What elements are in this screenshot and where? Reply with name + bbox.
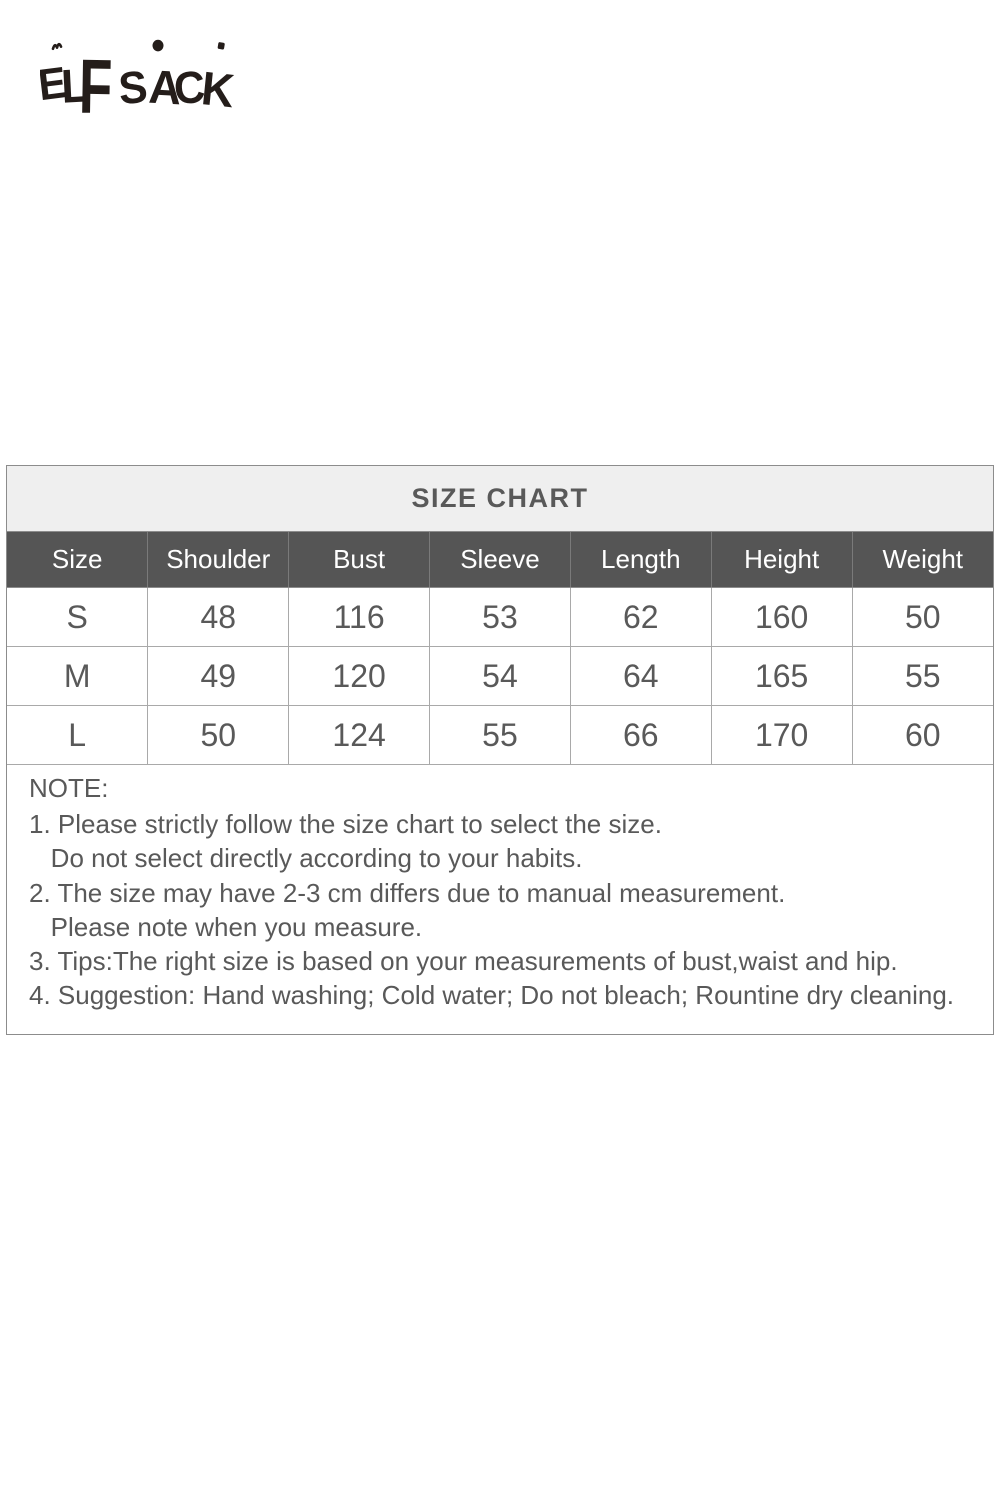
svg-text:F: F (78, 44, 113, 113)
svg-text:S: S (117, 62, 150, 113)
svg-text:K: K (199, 61, 237, 113)
